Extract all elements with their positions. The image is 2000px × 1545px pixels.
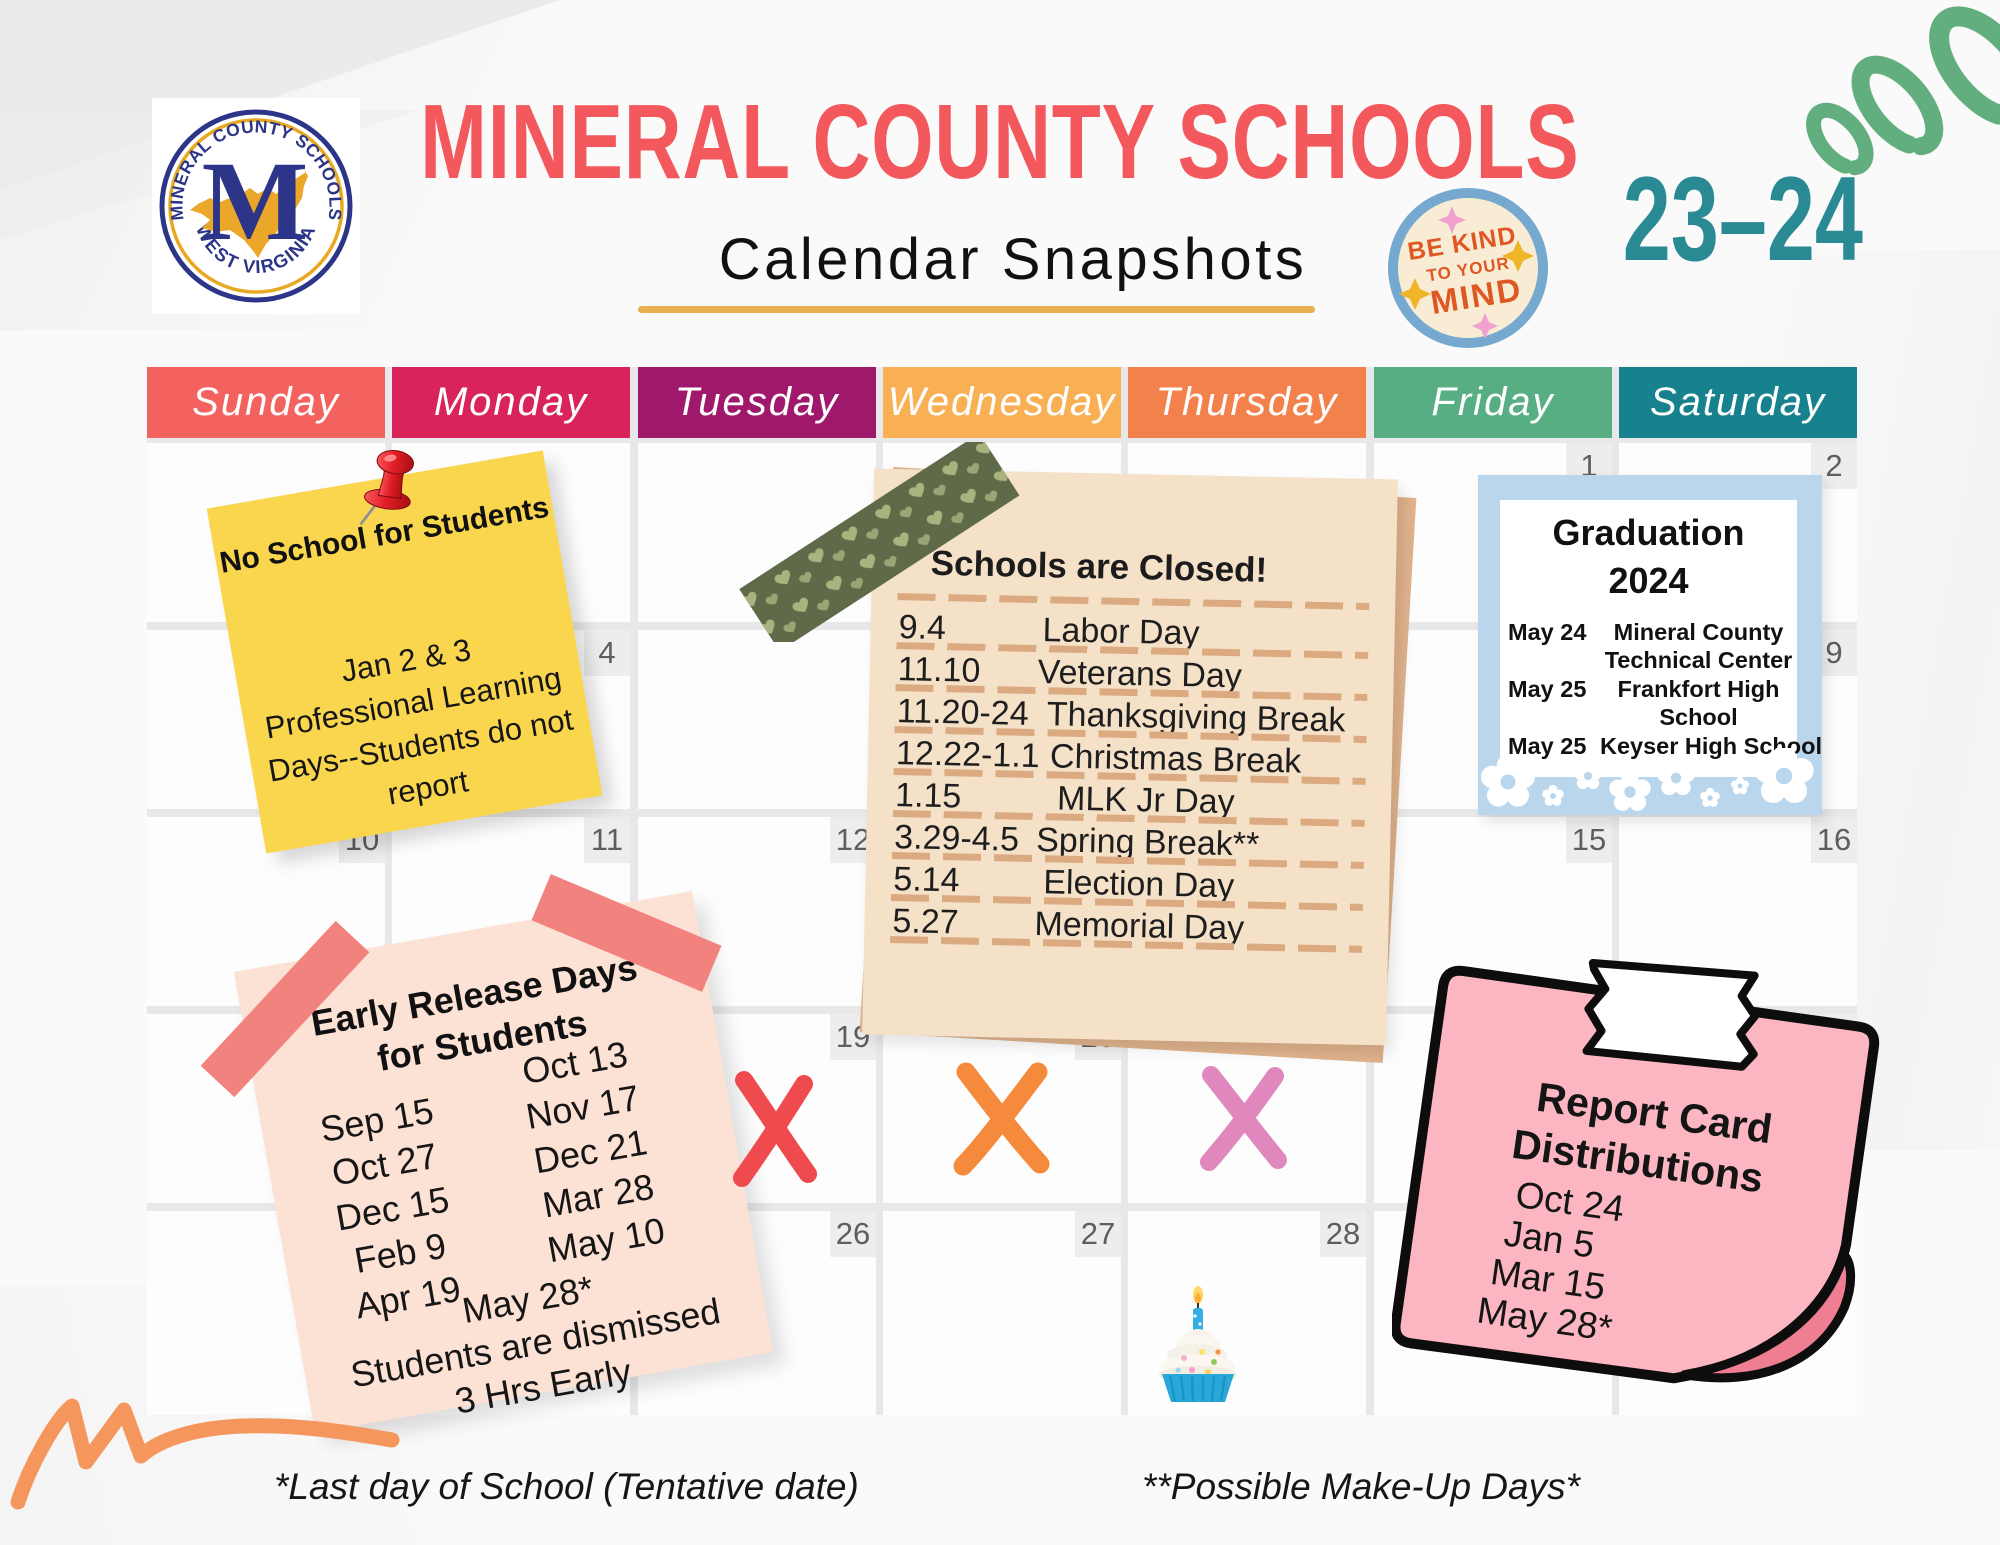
svg-text:M: M xyxy=(202,139,309,264)
